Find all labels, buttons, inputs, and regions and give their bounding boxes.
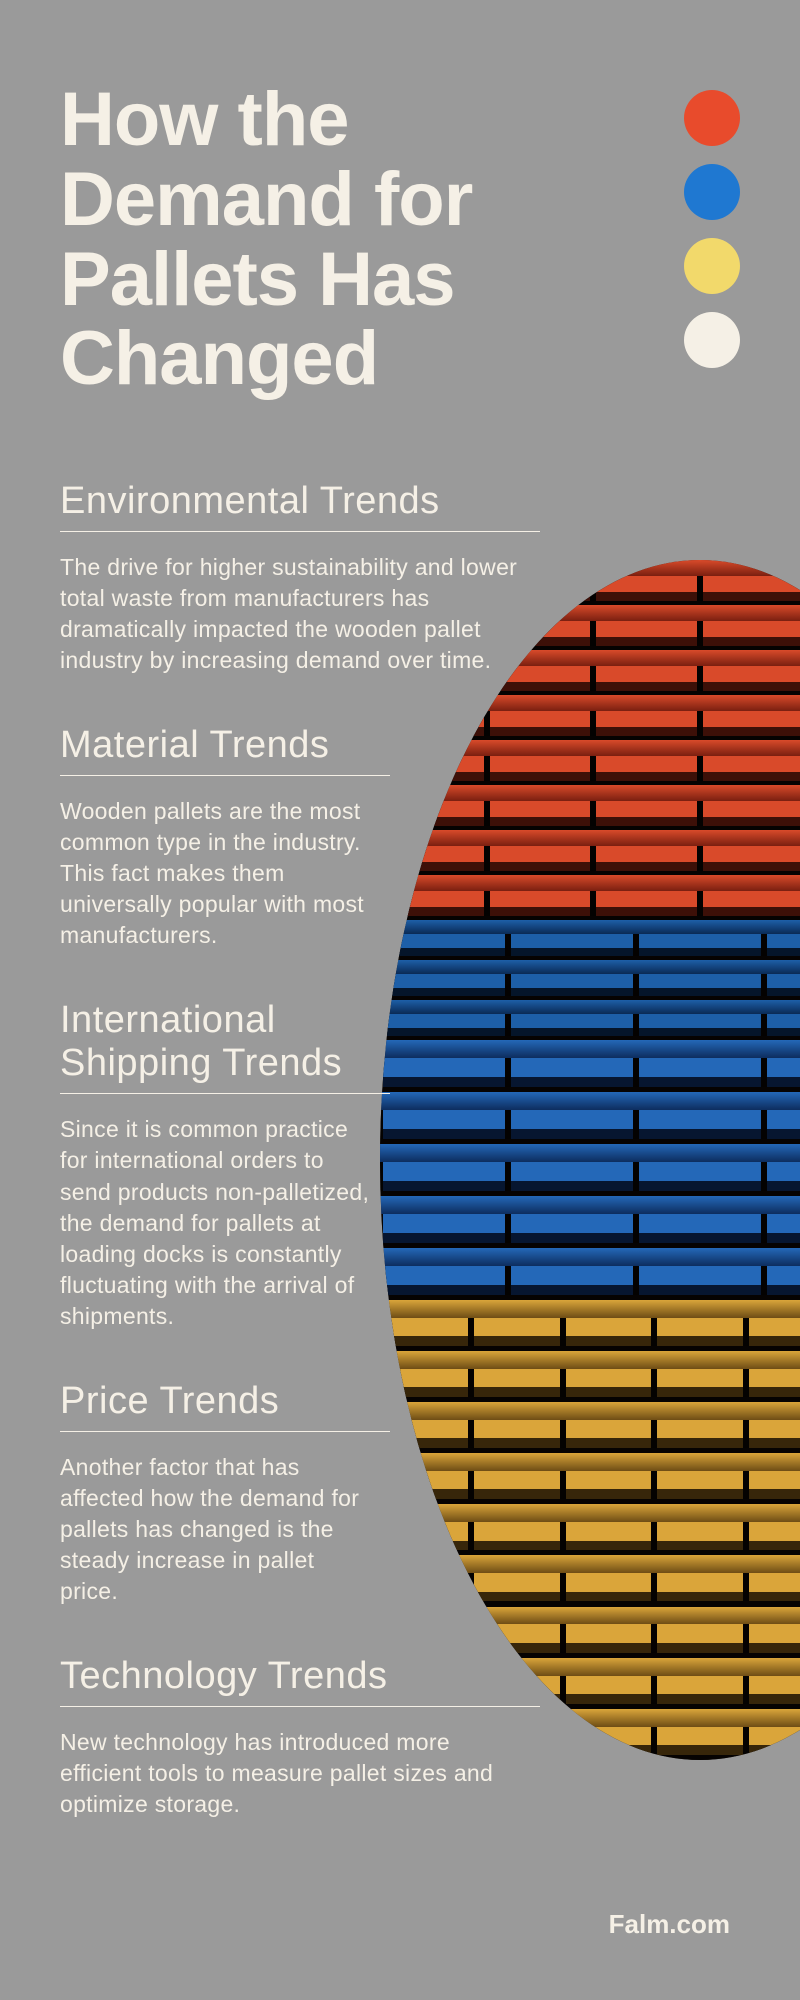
section-body-3: Another factor that has affected how the… xyxy=(60,1452,370,1607)
section-2: International Shipping Trends Since it is… xyxy=(60,999,540,1331)
section-body-4: New technology has introduced more effic… xyxy=(60,1727,520,1820)
section-1: Material Trends Wooden pallets are the mo… xyxy=(60,724,540,951)
section-title-2: International Shipping Trends xyxy=(60,999,390,1094)
footer-credit: Falm.com xyxy=(609,1909,730,1940)
section-0: Environmental Trends The drive for higher… xyxy=(60,480,540,676)
decoration-dot-3 xyxy=(684,312,740,368)
content-sections: Environmental Trends The drive for higher… xyxy=(60,480,540,1868)
section-body-0: The drive for higher sustainability and … xyxy=(60,552,520,676)
section-title-1: Material Trends xyxy=(60,724,390,776)
decoration-dots xyxy=(684,90,740,368)
page-title: How the Demand for Pallets Has Changed xyxy=(60,80,600,399)
decoration-dot-2 xyxy=(684,238,740,294)
section-body-2: Since it is common practice for internat… xyxy=(60,1114,370,1331)
section-body-1: Wooden pallets are the most common type … xyxy=(60,796,370,951)
section-title-3: Price Trends xyxy=(60,1380,390,1432)
section-3: Price Trends Another factor that has affe… xyxy=(60,1380,540,1607)
section-title-4: Technology Trends xyxy=(60,1655,540,1707)
section-title-0: Environmental Trends xyxy=(60,480,540,532)
decoration-dot-1 xyxy=(684,164,740,220)
decoration-dot-0 xyxy=(684,90,740,146)
section-4: Technology Trends New technology has intr… xyxy=(60,1655,540,1820)
